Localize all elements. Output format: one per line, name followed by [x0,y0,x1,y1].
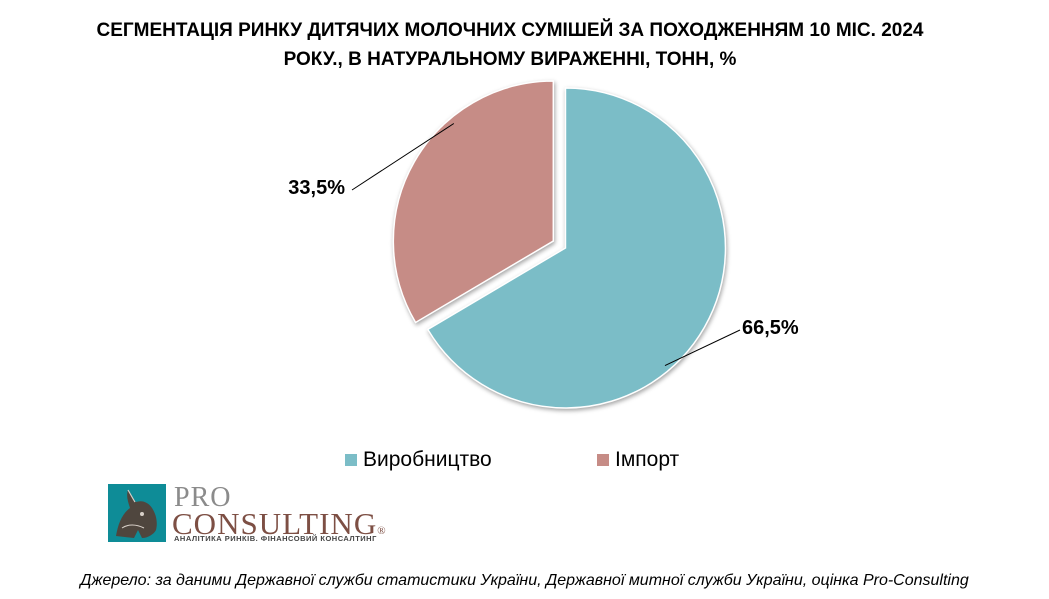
chart-title-line-2: РОКУ., В НАТУРАЛЬНОМУ ВИРАЖЕННІ, ТОНН, % [283,49,737,70]
pro-consulting-logo: PRO CONSULTING® АНАЛІТИКА РИНКІВ. ФІНАНС… [108,482,388,546]
data-label-1: 33,5% [288,177,345,199]
legend-label-import: Імпорт [615,448,680,471]
logo-consulting-text: CONSULTING® [172,506,387,542]
leader-line-1 [351,123,455,191]
chart-title-line-1: СЕГМЕНТАЦІЯ РИНКУ ДИТЯЧИХ МОЛОЧНИХ СУМІШ… [96,20,924,41]
data-label-0: 66,5% [742,317,799,339]
pie-slice-0 [426,87,727,409]
legend-swatch-vyrobnytstvo [345,454,357,466]
logo-tagline: АНАЛІТИКА РИНКІВ. ФІНАНСОВИЙ КОНСАЛТИНГ [174,534,377,543]
source-note: Джерело: за даними Державної служби стат… [80,572,969,589]
chart-title: СЕГМЕНТАЦІЯ РИНКУ ДИТЯЧИХ МОЛОЧНИХ СУМІШ… [20,16,1000,74]
leader-line-0 [664,329,741,366]
legend-item-import: Імпорт [597,448,679,472]
logo-pro-text: PRO [174,482,232,513]
logo-consulting-word: CONSULTING [172,506,378,541]
pie-slice-1 [392,80,555,324]
legend: Виробництво Імпорт [0,448,1049,476]
rhino-emblem-icon [108,484,166,542]
legend-label-vyrobnytstvo: Виробництво [363,448,492,471]
logo-registered-mark: ® [377,525,387,537]
legend-swatch-import [597,454,609,466]
legend-item-vyrobnytstvo: Виробництво [345,448,492,472]
